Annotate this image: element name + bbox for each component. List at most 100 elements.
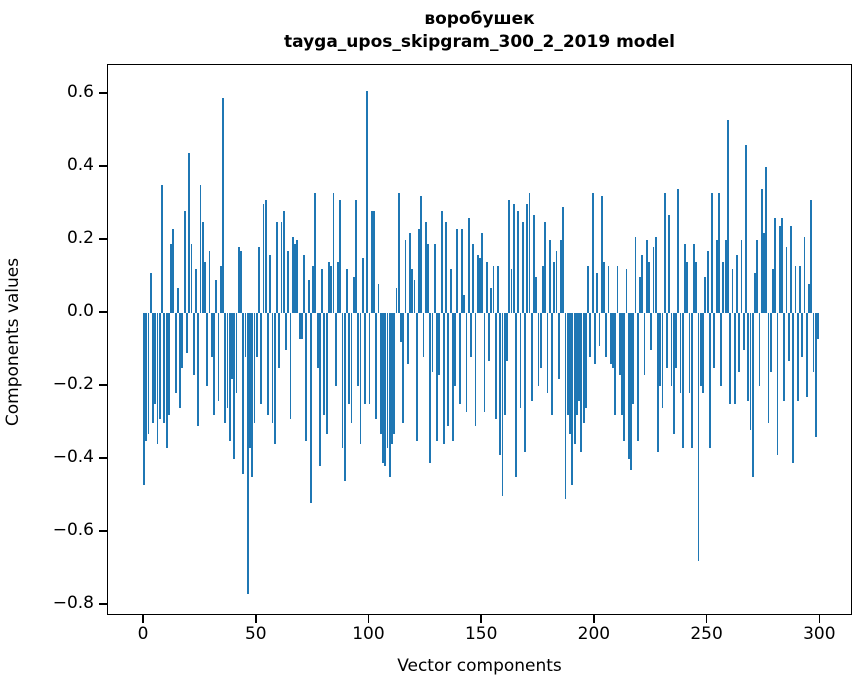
bar [167,313,170,416]
bar [801,313,804,357]
bar [648,262,650,314]
bar [575,313,578,416]
bar [603,262,605,314]
bar [751,313,754,478]
bar [799,265,801,314]
bar [343,313,346,481]
bar [163,313,166,423]
bar [632,313,635,405]
bar [483,313,486,412]
bar [659,313,662,387]
bar [402,313,405,423]
bar [670,313,673,387]
bar [729,313,732,405]
bar [598,313,601,346]
bar [224,313,227,423]
bar [181,313,184,368]
bar [368,313,371,405]
bar [623,313,626,441]
bar [758,313,761,387]
bar [411,269,414,314]
bar [731,269,734,314]
bar [542,265,544,314]
bar [767,313,770,423]
bar [208,251,211,314]
bar [366,90,369,314]
bar [262,203,265,314]
bar [413,280,416,314]
bar [695,262,698,314]
bar [600,196,603,314]
bar [242,313,245,474]
bar [179,313,182,408]
bar [393,313,396,434]
bar [418,229,420,314]
bar [174,313,177,394]
bar [605,313,608,357]
bar [591,192,594,314]
bar [350,313,353,423]
bar [763,232,765,314]
bar [812,313,815,372]
bar [409,232,411,314]
bar [384,313,387,467]
bar [339,200,342,314]
bar [621,313,623,416]
bar [210,313,213,357]
bar [404,240,407,314]
bar [287,251,290,314]
chart-title-word: воробушек [424,9,535,29]
bar [720,313,723,387]
x-tick-label: 200 [577,624,611,644]
bar [756,240,759,314]
x-tick-label: 50 [244,624,267,644]
bar [269,254,272,314]
bar [165,313,168,449]
bar [524,313,526,452]
bar [512,203,515,314]
bar [149,272,152,314]
bar [794,265,797,314]
y-tick-label: −0.2 [52,374,94,395]
bar [562,207,565,314]
bar [760,189,763,314]
y-axis-label: Components values [3,257,23,427]
bar [724,240,727,314]
bar [494,313,497,419]
bar [544,221,547,314]
bar [445,221,448,314]
bar [776,313,779,456]
bar [657,313,659,452]
x-tick-mark [367,615,370,623]
bar [639,276,641,314]
bar [246,313,249,595]
bar [571,313,574,485]
bar [774,218,777,314]
bar [630,313,632,471]
bar [280,221,283,314]
x-tick-mark [255,615,257,623]
bar [643,313,646,376]
bar [686,262,689,314]
bar [467,218,470,314]
bar [282,210,285,314]
bar [535,276,538,314]
bar [526,203,529,314]
bar [625,269,628,314]
bar [796,313,799,401]
y-tick-mark [99,92,107,94]
bar [499,313,502,456]
bar [515,313,517,478]
bar [373,210,375,314]
bar [472,243,475,314]
bar [289,313,292,419]
bar [772,269,774,314]
bar [510,269,513,314]
y-tick-mark [99,384,107,386]
bar [566,313,569,416]
bar [663,192,666,314]
bar [161,185,163,314]
bar [348,313,351,405]
bar [726,119,729,314]
